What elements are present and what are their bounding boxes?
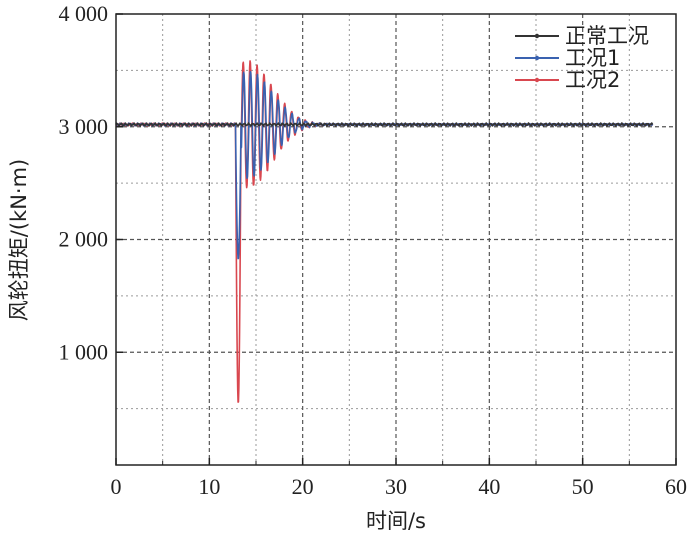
legend-marker-2 xyxy=(534,77,540,83)
y-axis-ticks: 1 000 2 000 3 000 4 000 xyxy=(59,1,123,364)
legend-label-1: 工况1 xyxy=(565,46,620,70)
y-tick-label-2000: 2 000 xyxy=(59,227,109,252)
series-layer xyxy=(115,60,654,403)
x-axis-ticks: 0 10 20 30 40 50 60 xyxy=(111,458,687,499)
x-axis-label: 时间/s xyxy=(366,509,426,533)
y-tick-label-1000: 1 000 xyxy=(59,339,109,364)
x-tick-label-30: 30 xyxy=(385,474,407,499)
x-tick-label-50: 50 xyxy=(572,474,594,499)
x-tick-label-10: 10 xyxy=(198,474,220,499)
legend-marker-1 xyxy=(534,55,540,61)
major-grid xyxy=(116,14,676,465)
legend-label-0: 正常工况 xyxy=(565,24,649,48)
x-tick-label-0: 0 xyxy=(111,474,122,499)
x-tick-label-20: 20 xyxy=(292,474,314,499)
y-tick-label-3000: 3 000 xyxy=(59,114,109,139)
x-tick-label-60: 60 xyxy=(665,474,687,499)
y-tick-label-4000: 4 000 xyxy=(59,1,109,26)
x-tick-label-40: 40 xyxy=(478,474,500,499)
legend-label-2: 工况2 xyxy=(565,68,620,92)
legend-marker-0 xyxy=(534,33,540,39)
series-line-0 xyxy=(115,122,654,127)
y-axis-label: 风轮扭矩/(kN·m) xyxy=(7,159,31,321)
